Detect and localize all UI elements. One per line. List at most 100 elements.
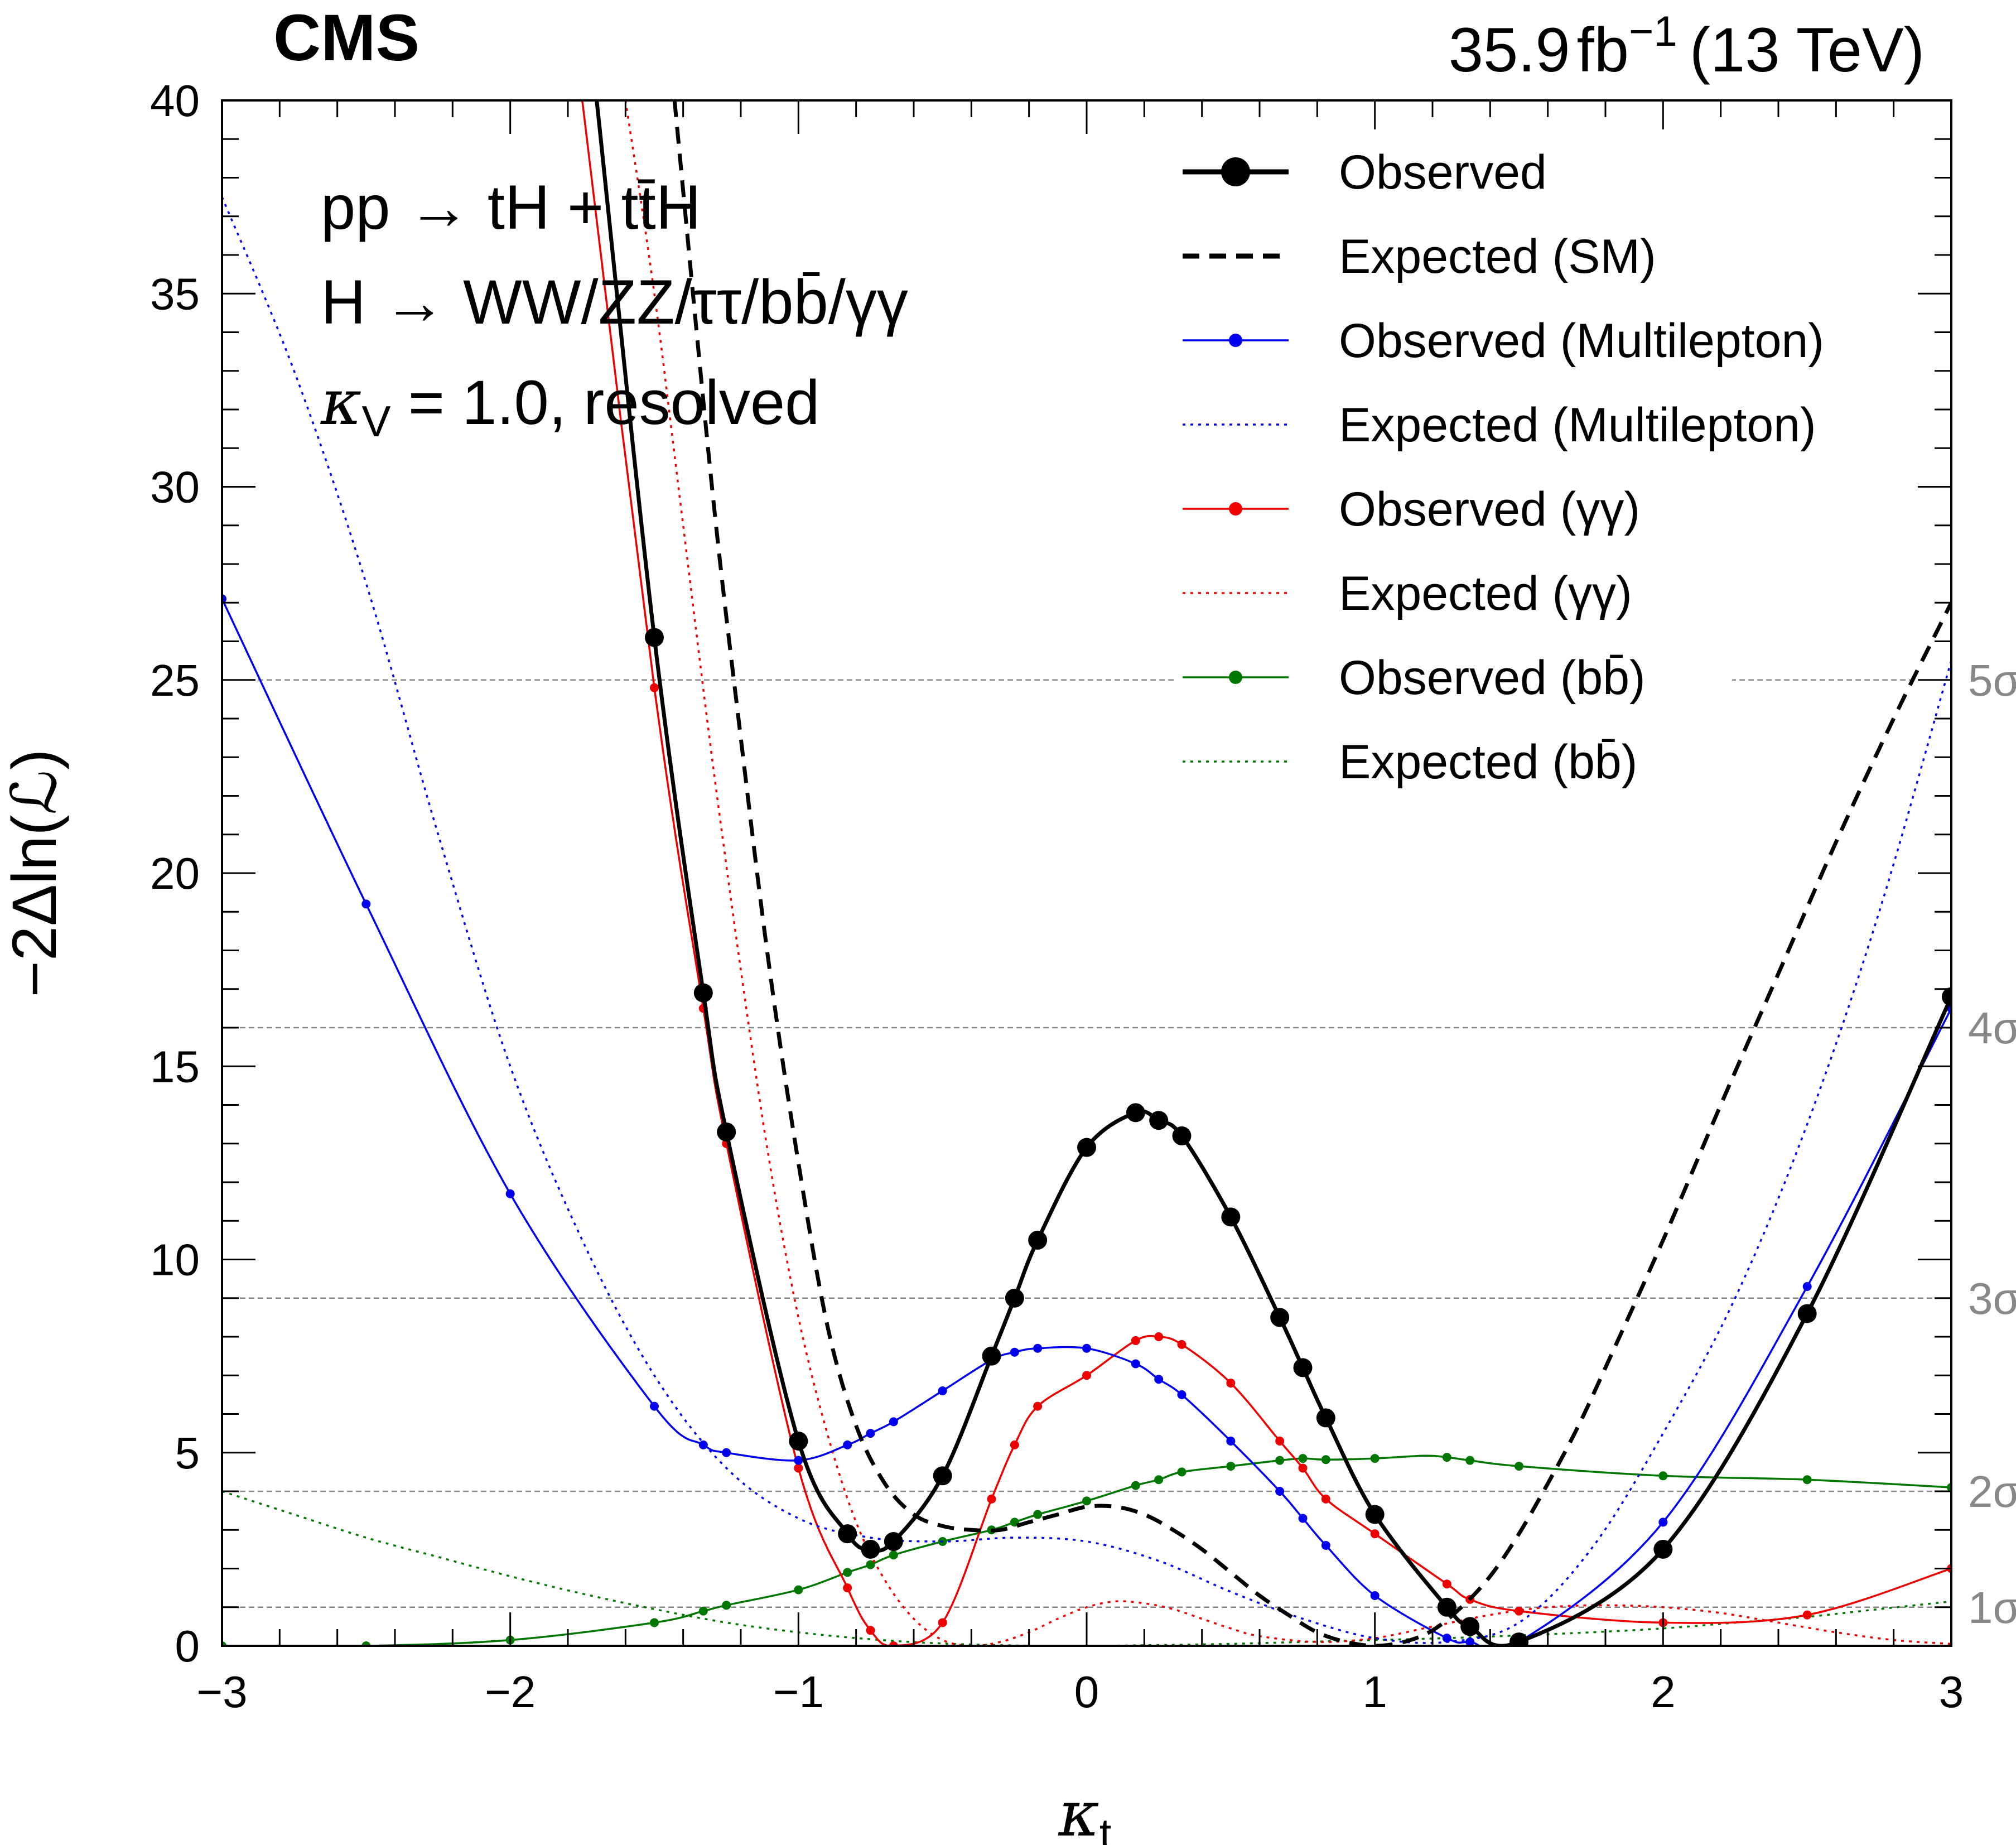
sigma-label-4: 4σ xyxy=(1968,1003,2016,1053)
series-6-point-24 xyxy=(1465,1456,1475,1465)
series-0-point-1 xyxy=(693,983,713,1003)
series-4-point-15 xyxy=(1226,1379,1236,1388)
series-2-point-26 xyxy=(1658,1518,1668,1527)
series-2-point-8 xyxy=(866,1429,875,1438)
series-6-point-7 xyxy=(843,1568,852,1577)
series-2-point-15 xyxy=(1131,1359,1140,1369)
series-4-point-10 xyxy=(1033,1401,1043,1411)
series-2-point-4 xyxy=(698,1440,708,1449)
curves xyxy=(222,100,1951,1646)
series-6-point-9 xyxy=(889,1550,898,1560)
lumi-exponent: −1 xyxy=(1629,8,1677,55)
series-2-point-19 xyxy=(1275,1487,1285,1496)
y-tick-label-8: 40 xyxy=(150,76,200,126)
series-0-point-24 xyxy=(1797,1304,1817,1323)
series-4-point-9 xyxy=(1010,1440,1019,1449)
sigma-label-5: 5σ xyxy=(1968,656,2016,705)
series-4-point-5 xyxy=(866,1626,875,1635)
series-0-point-4 xyxy=(838,1524,857,1544)
series-6-point-25 xyxy=(1515,1461,1523,1471)
series-0-point-9 xyxy=(1005,1288,1024,1308)
series-4-point-18 xyxy=(1321,1494,1330,1504)
series-0-point-19 xyxy=(1365,1505,1385,1524)
series-4-point-17 xyxy=(1298,1463,1308,1473)
series-4-point-13 xyxy=(1154,1332,1164,1341)
kappa-v-symbol: κ xyxy=(320,367,361,439)
series-2-point-6 xyxy=(794,1456,803,1465)
series-0-point-16 xyxy=(1270,1308,1290,1327)
series-2-point-23 xyxy=(1442,1634,1451,1643)
series-6-point-8 xyxy=(866,1560,875,1569)
legend-background xyxy=(1174,129,1732,799)
series-2-point-12 xyxy=(1010,1347,1019,1357)
series-0-point-21 xyxy=(1460,1617,1480,1636)
x-tick-label-3: 0 xyxy=(1074,1667,1099,1717)
y-tick-label-0: 0 xyxy=(175,1621,200,1671)
series-2-point-16 xyxy=(1154,1375,1164,1384)
series-6-point-4 xyxy=(698,1606,708,1616)
legend-marker-4 xyxy=(1229,502,1242,516)
series-line-6 xyxy=(222,1454,1951,1646)
x-axis-title: κt xyxy=(1058,1778,1111,1845)
series-2-point-7 xyxy=(843,1440,852,1449)
lumi-unit: fb xyxy=(1577,15,1629,85)
series-0-point-6 xyxy=(884,1532,903,1552)
series-6-point-14 xyxy=(1082,1496,1091,1506)
series-0-point-20 xyxy=(1437,1597,1456,1617)
series-0-point-2 xyxy=(717,1122,736,1141)
kappa-v-subscript: V xyxy=(361,397,390,446)
y-tick-label-5: 25 xyxy=(150,656,200,705)
series-4-point-24 xyxy=(1802,1610,1812,1620)
series-2-point-2 xyxy=(505,1189,515,1198)
legend-marker-6 xyxy=(1229,671,1242,684)
series-0-point-13 xyxy=(1149,1111,1169,1130)
series-6-point-27 xyxy=(1802,1475,1812,1485)
series-line-3 xyxy=(222,196,1951,1644)
series-0-point-0 xyxy=(645,628,664,647)
series-2-point-18 xyxy=(1226,1436,1236,1446)
series-2-point-22 xyxy=(1370,1591,1380,1600)
series-0-point-15 xyxy=(1221,1207,1241,1227)
luminosity-label: 35.9 fb−1 (13 TeV) xyxy=(1449,8,1925,85)
series-2-point-1 xyxy=(361,899,371,909)
series-4-point-20 xyxy=(1442,1579,1451,1589)
series-2-point-14 xyxy=(1082,1343,1091,1353)
series-4-point-19 xyxy=(1370,1529,1380,1539)
sigma-lines: 1σ 2σ 3σ 4σ 5σ xyxy=(222,656,2016,1632)
x-tick-label-5: 2 xyxy=(1651,1667,1676,1717)
decay-label: H → WW/ZZ/ττ/bb̄/γγ xyxy=(321,267,908,337)
process-label: pp → tH + tt̄H xyxy=(321,172,701,242)
series-6-point-15 xyxy=(1131,1481,1140,1490)
sigma-label-3: 3σ xyxy=(1968,1274,2016,1323)
series-2-point-10 xyxy=(938,1386,947,1395)
series-4-point-4 xyxy=(843,1583,852,1593)
series-2-point-9 xyxy=(889,1417,898,1427)
series-6-point-22 xyxy=(1370,1454,1380,1463)
series-6-point-23 xyxy=(1442,1453,1451,1462)
series-0-point-10 xyxy=(1028,1230,1048,1250)
series-2-point-21 xyxy=(1321,1540,1330,1550)
cms-label: CMS xyxy=(273,1,419,75)
series-0-point-12 xyxy=(1126,1103,1145,1123)
y-tick-label-3: 15 xyxy=(150,1042,200,1091)
x-tick-label-6: 3 xyxy=(1939,1667,1964,1717)
series-2-point-13 xyxy=(1033,1343,1043,1353)
series-6-point-21 xyxy=(1321,1455,1330,1465)
series-0-point-14 xyxy=(1172,1126,1192,1145)
sigma-label-1: 1σ xyxy=(1968,1583,2016,1632)
y-tick-label-6: 30 xyxy=(150,463,200,512)
series-0-point-17 xyxy=(1293,1358,1313,1377)
lumi-value: 35.9 xyxy=(1449,15,1570,85)
series-2-point-5 xyxy=(722,1448,731,1457)
series-4-point-3 xyxy=(794,1463,803,1473)
series-4-point-12 xyxy=(1131,1336,1140,1345)
series-line-1 xyxy=(672,100,1951,1646)
series-0-point-3 xyxy=(789,1431,808,1451)
legend-label-4: Observed (γγ) xyxy=(1339,483,1640,536)
series-4-point-7 xyxy=(938,1618,947,1627)
series-6-point-20 xyxy=(1298,1454,1308,1463)
legend: Observed Expected (SM) Observed (Multilept… xyxy=(1183,146,1824,789)
series-6-point-3 xyxy=(650,1618,659,1627)
legend-label-7: Expected (bb̄) xyxy=(1339,735,1637,789)
